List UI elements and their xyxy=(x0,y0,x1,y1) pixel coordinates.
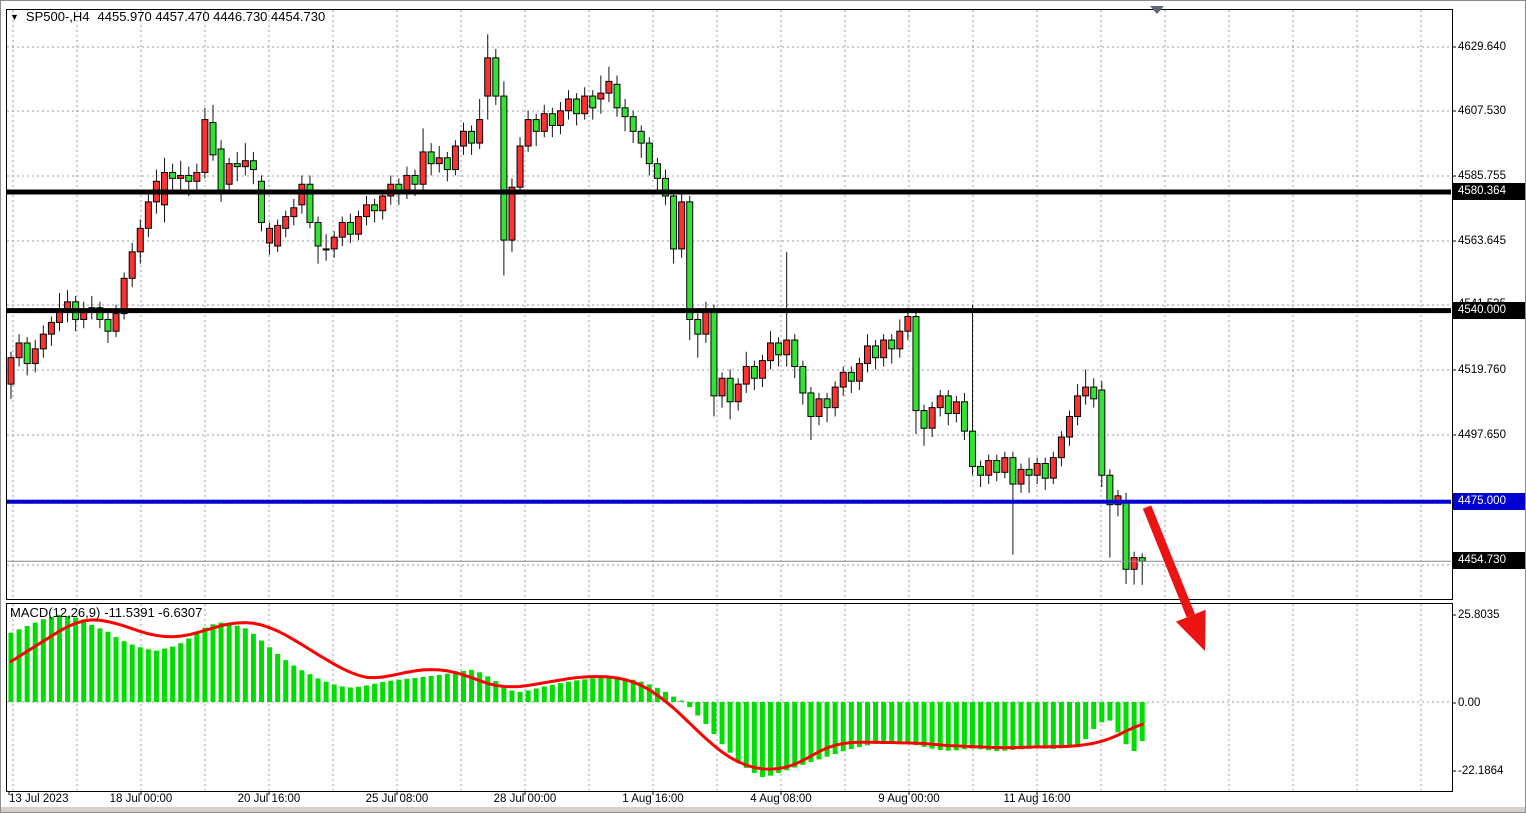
price-line-badge: 4475.000 xyxy=(1453,493,1525,510)
candles-layer xyxy=(7,34,1146,585)
macd-histogram xyxy=(8,614,1145,777)
axis-ticks xyxy=(8,46,1456,795)
ohlc-values: 4455.970 4457.470 4446.730 4454.730 xyxy=(97,9,326,24)
indicator-name: MACD(12,26,9) xyxy=(10,605,101,620)
price-axis-label: -22.1864 xyxy=(1458,765,1504,777)
price-badge: 4454.730 xyxy=(1453,552,1525,569)
time-axis-label: 20 Jul 16:00 xyxy=(237,793,301,805)
time-axis-label: 9 Aug 00:00 xyxy=(878,793,940,805)
symbol-timeframe-label: SP500-,H4 xyxy=(25,9,90,24)
time-axis-label: 18 Jul 00:00 xyxy=(109,793,173,805)
price-axis-label: 4629.640 xyxy=(1458,41,1506,53)
macd-panel-border xyxy=(6,603,1453,792)
horizontal-lines[interactable] xyxy=(7,189,1451,562)
time-axis-label: 13 Jul 2023 xyxy=(9,793,69,805)
time-axis-label: 28 Jul 00:00 xyxy=(493,793,557,805)
time-axis-label: 25 Jul 08:00 xyxy=(365,793,429,805)
price-badge: 4580.364 xyxy=(1453,183,1525,200)
indicator-values: -11.5391 -6.6307 xyxy=(104,605,203,620)
chart-title: ▼ SP500-,H4 4455.970 4457.470 4446.730 445… xyxy=(10,9,325,24)
time-axis-label: 1 Aug 16:00 xyxy=(622,793,684,805)
time-axis-label: 4 Aug 08:00 xyxy=(750,793,812,805)
price-axis-label: 25.8035 xyxy=(1458,609,1500,621)
symbol-dropdown-icon[interactable]: ▼ xyxy=(10,12,19,22)
price-badge: 4540.000 xyxy=(1453,302,1525,319)
time-axis-label: 11 Aug 16:00 xyxy=(1003,793,1071,805)
price-axis-label: 0.00 xyxy=(1458,697,1481,709)
price-axis-label: 4607.530 xyxy=(1458,105,1506,117)
price-axis-label: 4497.650 xyxy=(1458,429,1506,441)
price-axis-label: 4519.760 xyxy=(1458,364,1506,376)
indicator-label: MACD(12,26,9) -11.5391 -6.6307 xyxy=(10,605,202,620)
macd-signal-line xyxy=(9,618,1144,771)
trend-arrow[interactable] xyxy=(1142,505,1206,651)
chart-shift-marker-icon[interactable] xyxy=(1150,6,1164,14)
price-axis-label: 4585.755 xyxy=(1458,170,1506,182)
window-bottom-edge xyxy=(1,807,1525,812)
price-axis-label: 4563.645 xyxy=(1458,235,1506,247)
